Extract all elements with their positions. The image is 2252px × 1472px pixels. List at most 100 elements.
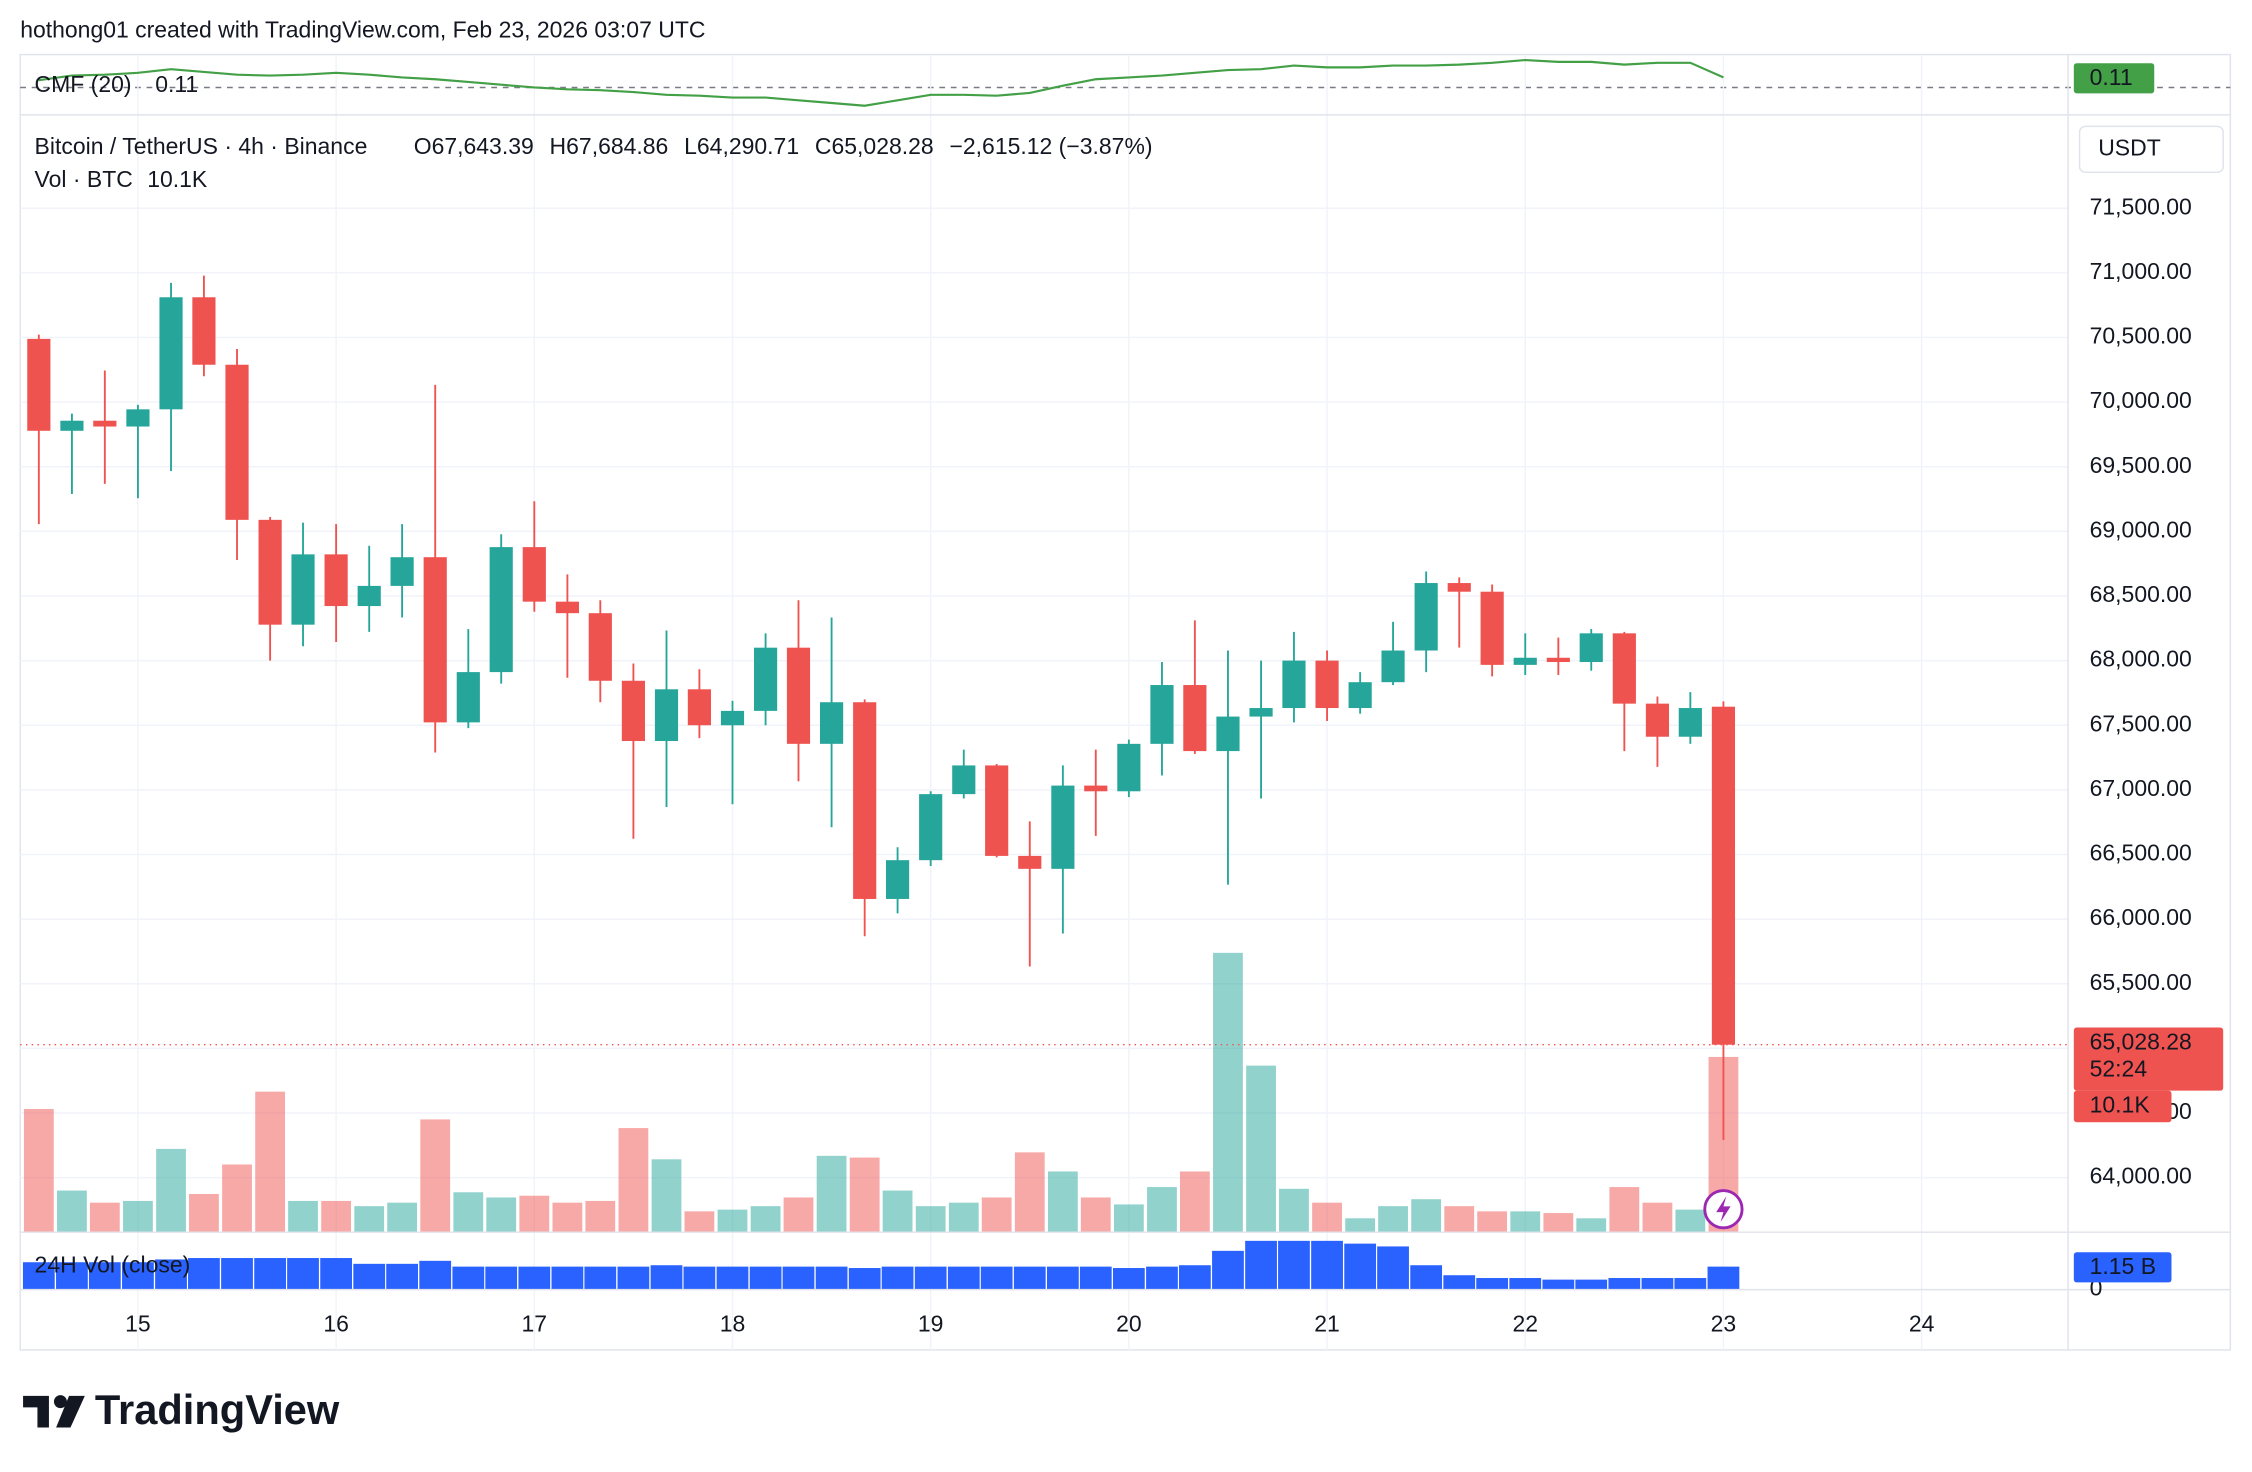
candle-body xyxy=(1612,633,1636,704)
symbol-title: Bitcoin / TetherUS · 4h · Binance xyxy=(35,133,368,159)
ohlc-key: O xyxy=(414,133,432,159)
volume-bar xyxy=(288,1200,318,1233)
volume-bar xyxy=(552,1202,583,1233)
price-change: −2,615.12 (−3.87%) xyxy=(949,133,1152,159)
candle-body xyxy=(588,613,612,681)
vol24-bar xyxy=(419,1260,452,1290)
currency-box xyxy=(2078,125,2224,174)
volume-bar xyxy=(321,1200,352,1233)
volume-bar xyxy=(1113,1204,1144,1233)
candle-body xyxy=(1645,703,1670,737)
indicator-title: 24H Vol (close) xyxy=(35,1252,191,1278)
candle-body xyxy=(919,794,943,861)
candle-body xyxy=(93,420,117,427)
countdown: 52:24 xyxy=(2090,1056,2148,1082)
vol24-bar xyxy=(1178,1265,1211,1290)
vol24-bar xyxy=(353,1263,386,1290)
x-tick-label: 22 xyxy=(1512,1311,1538,1337)
candle-body xyxy=(1513,657,1537,665)
vol24-bar xyxy=(1079,1266,1112,1290)
frame xyxy=(19,53,2232,1351)
volume-bar xyxy=(1147,1187,1177,1233)
volume-bar xyxy=(1444,1206,1475,1233)
candle-body xyxy=(1348,682,1372,709)
candle-body xyxy=(1216,716,1240,752)
volume-bar xyxy=(1609,1187,1640,1233)
alert-bolt xyxy=(1716,1196,1731,1223)
candle-body xyxy=(126,409,150,427)
y-tick-label: 68,500.00 xyxy=(2090,581,2192,607)
indicator-title: CMF (20) xyxy=(35,71,132,97)
vol24-bar xyxy=(815,1266,848,1290)
vol24-bar xyxy=(1410,1265,1443,1290)
vol24-bar xyxy=(1377,1246,1409,1290)
x-tick-label: 21 xyxy=(1314,1311,1340,1337)
candle-body xyxy=(1249,708,1273,717)
value-badge-text: 0.11 xyxy=(2090,64,2133,90)
candle-body xyxy=(456,672,480,723)
vol24-bar xyxy=(221,1258,253,1290)
vol24-bar xyxy=(1542,1279,1575,1290)
vol24-bar xyxy=(782,1266,815,1290)
y-tick-label: 64,000.00 xyxy=(2090,1163,2192,1189)
vol24-bar xyxy=(1509,1278,1542,1290)
candle-body xyxy=(1117,743,1141,792)
candle-body xyxy=(1711,706,1736,1045)
volume-bar xyxy=(420,1119,451,1233)
candle-body xyxy=(1084,785,1108,792)
candle-body xyxy=(291,554,315,625)
price-badge-text: 65,028.28 xyxy=(2090,1028,2192,1054)
candle-body xyxy=(1282,660,1306,709)
cmf-line xyxy=(38,58,1724,107)
volume-bar xyxy=(519,1195,550,1233)
vol24-bar xyxy=(188,1258,220,1290)
ohlc-value: 64,290.71 xyxy=(697,133,799,159)
volume-bar xyxy=(816,1155,847,1233)
x-tick-label: 19 xyxy=(918,1311,944,1337)
volume-bar xyxy=(123,1200,153,1233)
candle-body xyxy=(258,519,282,625)
y-tick-label: 65,500.00 xyxy=(2090,969,2192,995)
candle-body xyxy=(1546,657,1570,663)
vol24-bar xyxy=(1443,1275,1476,1290)
vol24-bar xyxy=(1212,1250,1244,1290)
volume-bar xyxy=(981,1197,1012,1233)
volume-bar xyxy=(453,1192,484,1233)
candle-body xyxy=(423,557,447,723)
vol24-bar xyxy=(1046,1266,1079,1290)
candle-body xyxy=(1051,785,1075,869)
volume-bar xyxy=(255,1091,286,1233)
y-tick-label: 68,000.00 xyxy=(2090,646,2192,672)
volume-bar xyxy=(1675,1209,1706,1233)
y-tick-label: 69,000.00 xyxy=(2090,516,2192,542)
vol24-bar xyxy=(155,1259,187,1290)
candle-body xyxy=(754,647,778,711)
candle-body xyxy=(1315,660,1339,709)
ohlc-value: 67,684.86 xyxy=(566,133,668,159)
volume-bar xyxy=(1576,1218,1607,1233)
candle-body xyxy=(60,420,84,431)
volume-bar xyxy=(354,1206,385,1233)
volume-bar xyxy=(1477,1211,1508,1233)
logo-part xyxy=(56,1395,85,1428)
volume-bar xyxy=(783,1197,814,1233)
vol24-bar xyxy=(254,1258,287,1290)
volume-bar xyxy=(1312,1202,1342,1233)
y-tick-label: 67,500.00 xyxy=(2090,710,2192,736)
candle-body xyxy=(985,765,1009,856)
vol24-bar xyxy=(1311,1240,1343,1290)
volume-bar xyxy=(1047,1171,1078,1233)
volume-bar xyxy=(585,1200,616,1233)
y-tick-label: 66,500.00 xyxy=(2090,840,2192,866)
volume-bar xyxy=(1543,1213,1574,1233)
volume-title: Vol · BTC xyxy=(35,166,133,192)
x-tick-label: 20 xyxy=(1116,1311,1142,1337)
volume-bar xyxy=(189,1194,219,1233)
volume-bar xyxy=(1642,1202,1673,1233)
volume-bar xyxy=(882,1190,913,1233)
volume-bar xyxy=(1378,1206,1408,1233)
volume-bar xyxy=(1179,1171,1210,1233)
candle-body xyxy=(1678,708,1702,737)
volume-bar xyxy=(57,1190,87,1233)
ohlc-value: 65,028.28 xyxy=(831,133,933,159)
